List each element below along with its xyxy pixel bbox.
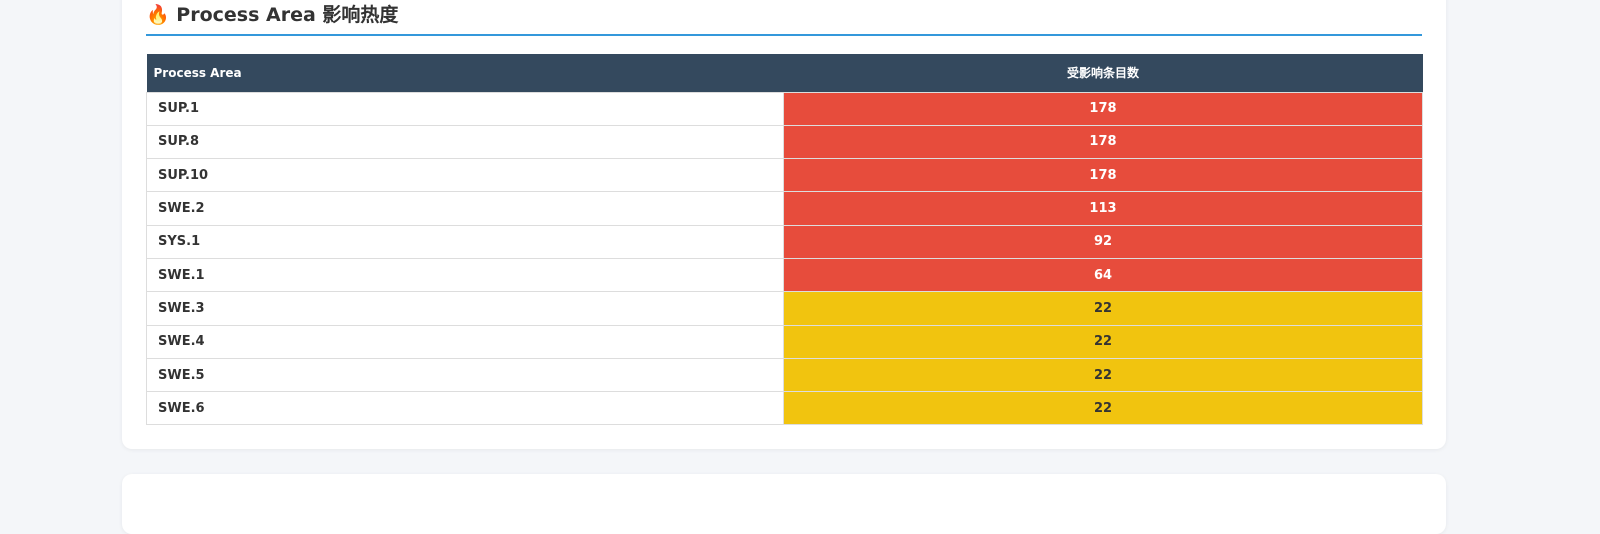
table-row: SWE.1 64 xyxy=(146,257,1423,293)
count-cell: 113 xyxy=(783,191,1423,226)
table-row: SWE.5 22 xyxy=(146,357,1423,393)
area-cell: SYS.1 xyxy=(146,224,784,259)
count-cell: 22 xyxy=(783,391,1423,426)
area-cell: SUP.8 xyxy=(146,124,784,160)
table-row: SWE.4 22 xyxy=(146,324,1423,359)
count-cell: 22 xyxy=(783,291,1423,326)
header-row: Process Area 受影响条目数 xyxy=(146,54,1423,92)
table-row: SUP.8 178 xyxy=(146,124,1423,160)
table-row: SWE.6 22 xyxy=(146,391,1423,426)
area-cell: SWE.3 xyxy=(146,291,784,326)
column-header: Process Area xyxy=(146,54,784,92)
table-row: SYS.1 92 xyxy=(146,224,1423,259)
card: 🔥 Process Area 影响热度 Process Area 受影响条目数 … xyxy=(122,0,1446,449)
table-row: SWE.2 113 xyxy=(146,191,1423,226)
count-cell: 178 xyxy=(783,91,1423,126)
area-cell: SUP.10 xyxy=(146,158,784,193)
count-cell: 178 xyxy=(783,124,1423,160)
count-cell: 178 xyxy=(783,158,1423,193)
area-cell: SWE.6 xyxy=(146,391,784,426)
area-cell: SUP.1 xyxy=(146,91,784,126)
count-cell: 64 xyxy=(783,257,1423,293)
section-title: 🔥 Process Area 影响热度 xyxy=(146,0,1422,36)
area-cell: SWE.1 xyxy=(146,257,784,293)
count-cell: 92 xyxy=(783,224,1423,259)
count-cell: 22 xyxy=(783,324,1423,359)
table-row: SWE.3 22 xyxy=(146,291,1423,326)
card xyxy=(122,474,1446,534)
table-row: SUP.10 178 xyxy=(146,158,1423,193)
table-row: SUP.1 178 xyxy=(146,91,1423,126)
count-cell: 22 xyxy=(783,357,1423,393)
column-header: 受影响条目数 xyxy=(783,54,1423,92)
page: 🔥 Process Area 影响热度 Process Area 受影响条目数 … xyxy=(122,0,1446,534)
area-cell: SWE.2 xyxy=(146,191,784,226)
area-cell: SWE.5 xyxy=(146,357,784,393)
area-cell: SWE.4 xyxy=(146,324,784,359)
heat-table: Process Area 受影响条目数 SUP.1 178 SUP.8 178 SUP.… xyxy=(146,54,1423,426)
